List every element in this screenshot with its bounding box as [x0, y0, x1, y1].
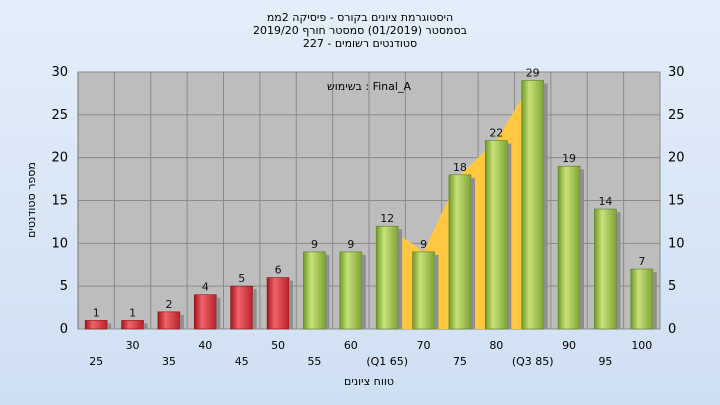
bar-shadow: [470, 177, 475, 329]
chart-title-line-3: סטודנטים רשומים - 227: [303, 37, 417, 50]
x-tick-label: 95: [598, 355, 612, 368]
bars-group: [84, 80, 657, 330]
bar: [157, 311, 181, 330]
y-tick-label-right: 30: [668, 65, 685, 80]
bar: [303, 251, 326, 330]
bar: [557, 165, 581, 330]
bar: [412, 251, 435, 330]
bar-value-label: 19: [562, 152, 576, 165]
bar-value-label: 18: [453, 161, 467, 174]
x-tick-label: 80: [489, 339, 503, 352]
y-tick-label-left: 0: [60, 322, 68, 337]
y-axis-title: מספר סטודנטים: [25, 162, 38, 238]
bar: [266, 277, 290, 330]
inner-label: בשימוש : Final_A: [327, 80, 411, 93]
x-tick-label: 55: [307, 355, 321, 368]
x-tick-label: (Q1 65): [366, 355, 408, 368]
bar-value-label: 9: [311, 238, 318, 251]
x-tick-label: 45: [235, 355, 249, 368]
x-tick-label: 60: [344, 339, 358, 352]
bar: [84, 320, 108, 330]
bar: [630, 268, 654, 330]
x-axis: 25 30 35 40 45 50 55 60 (Q1 65) 70 75 80 (Q3 85) 90 95…: [89, 339, 652, 368]
y-tick-label-left: 25: [51, 108, 68, 123]
y-tick-label-right: 15: [668, 194, 685, 209]
chart-title-line-2: בסמסטר (01/2019) סמסטר חורף 2019/20: [253, 24, 467, 37]
x-axis-title: טווח ציונים: [344, 375, 394, 388]
y-axis-left: 0 5 10 15 20 25 30: [51, 65, 68, 337]
bar-shadow: [143, 323, 148, 329]
bar-shadow: [179, 314, 184, 329]
x-tick-label: 30: [126, 339, 140, 352]
bar: [230, 285, 253, 330]
bar-value-label: 9: [420, 238, 427, 251]
bar-value-label: 7: [638, 255, 645, 268]
bar-value-label: 6: [275, 264, 282, 277]
y-tick-label-right: 20: [668, 151, 685, 166]
bar-value-label: 1: [93, 306, 100, 319]
y-tick-label-right: 5: [668, 279, 676, 294]
y-tick-label-left: 15: [51, 194, 68, 209]
bar-shadow: [361, 254, 366, 329]
chart-title: היסטוגרמת ציונים בקורס - פיסיקה 2ממ בסמס…: [253, 11, 467, 50]
bar-value-label: 9: [347, 238, 354, 251]
y-tick-label-right: 0: [668, 322, 676, 337]
bar-value-label: 2: [165, 298, 172, 311]
bar: [339, 251, 363, 330]
x-tick-label: (Q3 85): [512, 355, 554, 368]
bar-shadow: [434, 254, 439, 329]
bar-shadow: [252, 289, 257, 329]
bar-value-label: 12: [380, 212, 394, 225]
x-tick-label: 90: [562, 339, 576, 352]
bar: [485, 140, 508, 330]
bar-shadow: [543, 83, 548, 329]
bar-shadow: [289, 280, 294, 329]
x-tick-label: 100: [631, 339, 652, 352]
y-tick-label-left: 20: [51, 151, 68, 166]
y-tick-label-right: 10: [668, 236, 685, 251]
bar-value-label: 1: [129, 306, 136, 319]
bar-value-label: 14: [598, 195, 612, 208]
x-tick-label: 35: [162, 355, 176, 368]
chart-title-line-1: היסטוגרמת ציונים בקורס - פיסיקה 2ממ: [267, 11, 453, 24]
bar: [521, 80, 544, 330]
y-axis-right: 0 5 10 15 20 25 30: [668, 65, 685, 337]
bar: [194, 294, 217, 330]
bar-shadow: [616, 212, 621, 329]
bar-shadow: [398, 229, 403, 329]
bar-shadow: [216, 297, 221, 329]
bar: [594, 208, 617, 330]
x-tick-label: 75: [453, 355, 467, 368]
y-tick-label-right: 25: [668, 108, 685, 123]
x-tick-label: 25: [89, 355, 103, 368]
bar-value-label: 22: [489, 127, 503, 140]
bar-shadow: [325, 254, 330, 329]
bar-value-label: 5: [238, 272, 245, 285]
bar-value-label: 4: [202, 281, 209, 294]
y-tick-label-left: 30: [51, 65, 68, 80]
x-tick-label: 70: [417, 339, 431, 352]
y-tick-label-left: 10: [51, 236, 68, 251]
x-tick-label: 50: [271, 339, 285, 352]
bar-shadow: [580, 169, 585, 329]
bar-shadow: [507, 143, 512, 329]
bar-shadow: [107, 323, 112, 329]
bar-shadow: [652, 272, 657, 329]
y-tick-label-left: 5: [60, 279, 68, 294]
bar: [121, 320, 144, 330]
bar-value-label: 29: [526, 67, 540, 80]
bar: [448, 174, 472, 330]
x-tick-label: 40: [198, 339, 212, 352]
bar: [375, 225, 399, 330]
